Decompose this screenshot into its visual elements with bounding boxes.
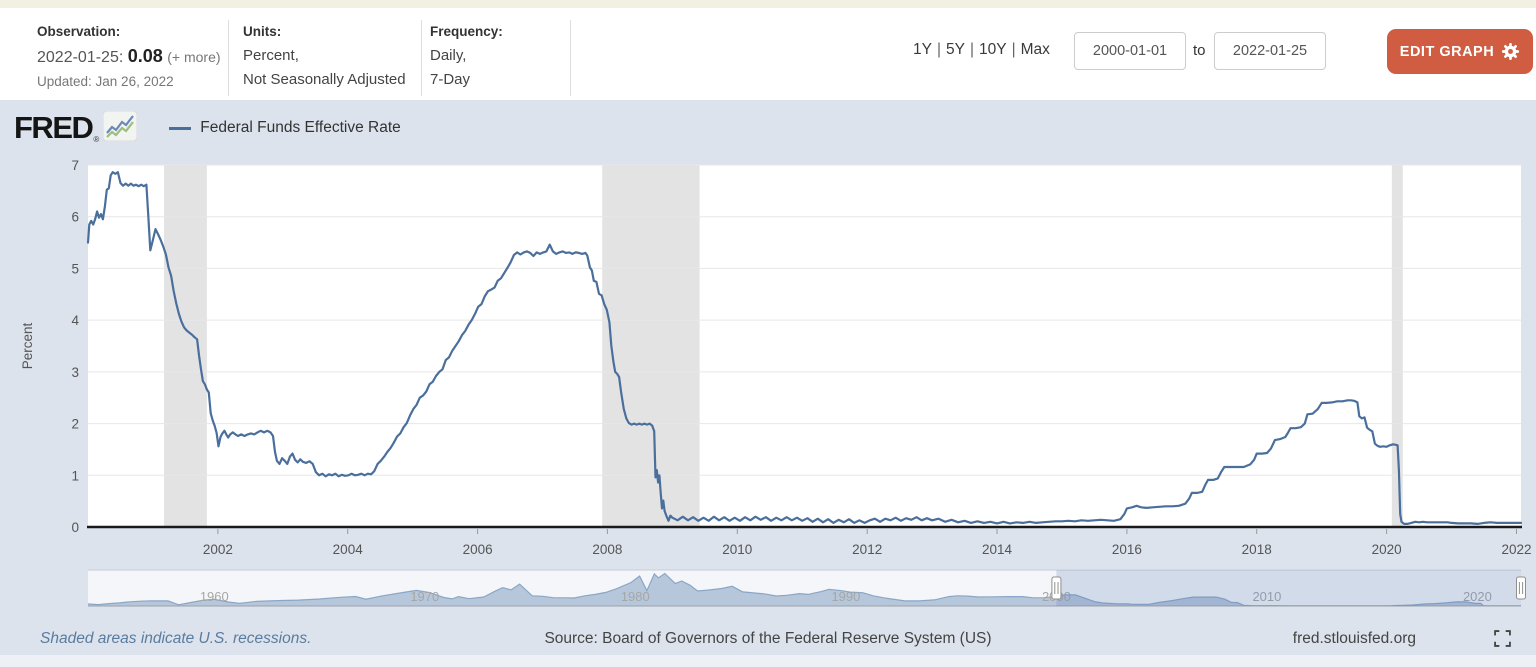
frequency-info: Frequency: Daily, 7-Day — [430, 20, 560, 92]
navigator-year-label: 1970 — [410, 589, 439, 604]
range-link-separator: | — [936, 41, 941, 58]
observation-date: 2022-01-25: — [37, 49, 124, 66]
svg-text:2008: 2008 — [592, 542, 622, 557]
date-to-input[interactable] — [1214, 32, 1326, 70]
navigator-year-label: 2010 — [1252, 589, 1281, 604]
svg-text:2020: 2020 — [1372, 542, 1402, 557]
registered-mark: ® — [93, 135, 100, 144]
units-info: Units: Percent, Not Seasonally Adjusted — [243, 20, 415, 92]
navigator-year-label: 1960 — [200, 589, 229, 604]
legend[interactable]: Federal Funds Effective Rate — [169, 119, 401, 137]
recession-band — [164, 165, 207, 527]
svg-text:1: 1 — [71, 468, 79, 483]
svg-text:2004: 2004 — [333, 542, 364, 557]
observation-label: Observation: — [37, 24, 121, 39]
legend-label: Federal Funds Effective Rate — [200, 119, 401, 136]
column-divider — [228, 20, 229, 96]
main-chart-svg[interactable]: 2002 2004 2006 2008 2010 2012 2014 2016 2018 2020… — [0, 100, 1536, 610]
frequency-label: Frequency: — [430, 24, 503, 39]
svg-text:2022: 2022 — [1501, 542, 1531, 557]
svg-text:7: 7 — [71, 158, 79, 173]
chart-area: 2002 2004 2006 2008 2010 2012 2014 2016 2018 2020… — [0, 100, 1536, 667]
range-link-10y[interactable]: 10Y — [979, 41, 1007, 58]
range-link-1y[interactable]: 1Y — [913, 41, 932, 58]
brand-row: FRED ® Federal Funds Effective Rate — [14, 108, 401, 148]
svg-text:3: 3 — [71, 365, 79, 380]
svg-text:6: 6 — [71, 210, 79, 225]
units-label: Units: — [243, 24, 282, 39]
chart-footer: Shaded areas indicate U.S. recessions. S… — [0, 628, 1536, 658]
fred-logo: FRED — [14, 110, 94, 145]
svg-text:0: 0 — [71, 520, 79, 535]
frequency-value-1: Daily, — [430, 47, 467, 64]
svg-text:2002: 2002 — [203, 542, 233, 557]
observation-more-link[interactable]: (+ more) — [167, 49, 221, 65]
x-axis-labels: 2002 2004 2006 2008 2010 2012 2014 2016 2018 2020… — [203, 529, 1532, 557]
fred-logo-chart-icon — [102, 110, 138, 146]
svg-text:2010: 2010 — [722, 542, 752, 557]
plot-area — [88, 165, 1521, 527]
svg-text:2: 2 — [71, 417, 79, 432]
series-line[interactable] — [86, 171, 1523, 525]
observation-updated: Updated: Jan 26, 2022 — [37, 74, 174, 89]
column-divider — [570, 20, 571, 96]
navigator-selected-range — [1056, 570, 1521, 606]
edit-graph-label: EDIT GRAPH — [1399, 43, 1495, 60]
observation-info: Observation: 2022-01-25: 0.08 (+ more) U… — [37, 20, 222, 94]
range-link-separator: | — [969, 41, 974, 58]
range-link-max[interactable]: Max — [1020, 41, 1050, 58]
edit-graph-button[interactable]: EDIT GRAPH — [1387, 29, 1533, 74]
navigator-handle-right[interactable] — [1516, 576, 1526, 600]
units-value-1: Percent, — [243, 47, 299, 64]
recession-band — [602, 165, 700, 527]
navigator-year-label: 1980 — [621, 589, 650, 604]
svg-text:2018: 2018 — [1242, 542, 1272, 557]
svg-text:5: 5 — [71, 261, 79, 276]
navigator[interactable]: 1960197019801990200020102020 — [87, 569, 1526, 607]
top-strip — [0, 0, 1536, 8]
fullscreen-icon[interactable] — [1494, 630, 1512, 648]
y-axis-labels: 0 1 2 3 4 5 6 7 — [71, 158, 79, 535]
recession-band — [1391, 165, 1403, 527]
units-value-2: Not Seasonally Adjusted — [243, 71, 406, 88]
y-axis-title: Percent — [20, 322, 35, 369]
navigator-handle-left[interactable] — [1051, 576, 1062, 600]
svg-text:4: 4 — [71, 313, 79, 328]
svg-text:2012: 2012 — [852, 542, 882, 557]
date-range-to-label: to — [1193, 42, 1206, 59]
navigator-year-label: 2020 — [1463, 589, 1492, 604]
column-divider — [421, 20, 422, 96]
range-link-5y[interactable]: 5Y — [946, 41, 965, 58]
site-text: fred.stlouisfed.org — [1292, 630, 1416, 647]
legend-line-swatch — [169, 126, 192, 130]
bottom-strip — [0, 655, 1536, 667]
header: Observation: 2022-01-25: 0.08 (+ more) U… — [0, 8, 1536, 100]
recession-note-link[interactable]: Shaded areas indicate U.S. recessions. — [40, 630, 312, 647]
date-from-input[interactable] — [1074, 32, 1186, 70]
observation-value: 0.08 — [127, 46, 163, 66]
navigator-year-label: 1990 — [831, 589, 860, 604]
svg-text:2006: 2006 — [463, 542, 493, 557]
range-link-separator: | — [1011, 41, 1016, 58]
svg-text:2014: 2014 — [982, 542, 1013, 557]
source-text: Source: Board of Governors of the Federa… — [544, 630, 992, 647]
frequency-value-2: 7-Day — [430, 71, 471, 88]
gear-icon — [1501, 42, 1520, 61]
svg-text:2016: 2016 — [1112, 542, 1142, 557]
range-links: 1Y | 5Y | 10Y | Max — [913, 41, 1050, 59]
